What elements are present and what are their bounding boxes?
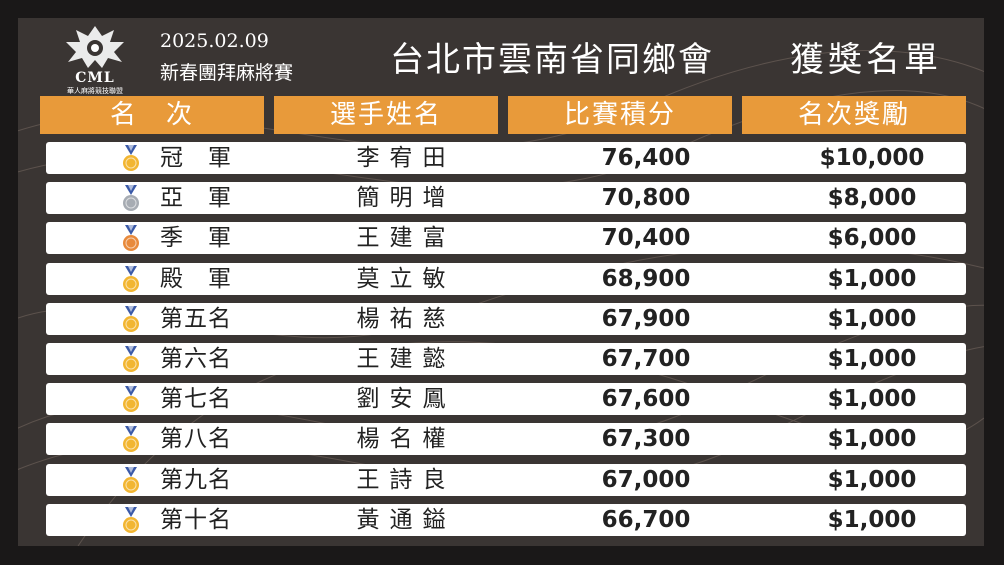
player-name-cell: 楊名權 [356, 426, 456, 453]
slide-frame: CML 華人麻將競技聯盟 2025.02.09 新春團拜麻將賽 台北市雲南省同鄉… [18, 18, 984, 546]
rank-cell: 第十名 [160, 506, 232, 533]
table-row: 殿 軍 莫立敏 68,900 $1,000 [46, 262, 966, 295]
silver-medal-icon [123, 185, 139, 212]
prize-cell: $1,000 [827, 426, 917, 453]
rank-cell: 第七名 [160, 386, 232, 413]
table-row: 第七名 劉安鳳 67,600 $1,000 [46, 383, 966, 416]
score-cell: 70,800 [601, 185, 691, 212]
table-row: 第五名 楊祐慈 67,900 $1,000 [46, 302, 966, 335]
event-name: 新春團拜麻將賽 [160, 62, 294, 84]
prize-cell: $10,000 [819, 145, 925, 171]
rank-cell: 第六名 [160, 346, 232, 372]
player-name-cell: 王建懿 [356, 346, 456, 372]
prize-cell: $1,000 [827, 386, 917, 413]
prize-cell: $6,000 [827, 225, 917, 252]
rank-cell: 季 軍 [160, 225, 232, 252]
table-row: 第九名 王詩良 67,000 $1,000 [46, 463, 966, 496]
score-cell: 67,900 [601, 305, 691, 332]
score-cell: 68,900 [601, 265, 691, 292]
score-cell: 67,600 [601, 386, 691, 413]
score-cell: 67,700 [601, 346, 691, 372]
prize-cell: $1,000 [827, 466, 917, 493]
rank-cell: 第五名 [160, 305, 232, 332]
gold-medal-icon [123, 265, 139, 292]
table-row: 亞 軍 簡明增 70,800 $8,000 [46, 182, 966, 215]
rank-cell: 第八名 [160, 426, 232, 453]
page-subtitle: 獲獎名單 [790, 40, 942, 80]
column-header-rank: 名 次 [40, 96, 264, 134]
rank-cell: 冠 軍 [160, 145, 232, 171]
gold-medal-icon [123, 305, 139, 332]
player-name-cell: 楊祐慈 [356, 305, 456, 332]
column-header-prize: 名次獎勵 [742, 96, 966, 134]
gold-medal-icon [123, 506, 139, 533]
score-cell: 66,700 [601, 506, 691, 533]
cml-logo: CML 華人麻將競技聯盟 [56, 22, 134, 96]
rank-cell: 第九名 [160, 466, 232, 493]
prize-cell: $1,000 [827, 506, 917, 533]
dragon-emblem-icon [66, 26, 124, 68]
prize-cell: $8,000 [827, 185, 917, 212]
player-name-cell: 簡明增 [356, 185, 456, 212]
score-cell: 70,400 [601, 225, 691, 252]
score-cell: 67,000 [601, 466, 691, 493]
table-row: 第六名 王建懿 67,700 $1,000 [46, 343, 966, 375]
rank-cell: 亞 軍 [160, 185, 232, 212]
logo-subtitle: 華人麻將競技聯盟 [67, 87, 123, 95]
gold-medal-icon [123, 346, 139, 372]
score-cell: 76,400 [601, 145, 691, 171]
player-name-cell: 王詩良 [356, 466, 456, 493]
gold-medal-icon [123, 386, 139, 413]
player-name-cell: 李宥田 [356, 145, 456, 171]
player-name-cell: 黃通鎰 [356, 506, 456, 533]
logo-text: CML [75, 70, 115, 86]
table-row: 季 軍 王建富 70,400 $6,000 [46, 222, 966, 255]
gold-medal-icon [123, 426, 139, 453]
column-header-name: 選手姓名 [274, 96, 498, 134]
gold-medal-icon [123, 145, 139, 171]
gold-medal-icon [123, 466, 139, 493]
table-row: 第十名 黃通鎰 66,700 $1,000 [46, 503, 966, 536]
table-row: 第八名 楊名權 67,300 $1,000 [46, 423, 966, 456]
table-row: 冠 軍 李宥田 76,400 $10,000 [46, 142, 966, 174]
page-title: 台北市雲南省同鄉會 [390, 40, 714, 80]
bronze-medal-icon [123, 225, 139, 252]
score-cell: 67,300 [601, 426, 691, 453]
player-name-cell: 莫立敏 [356, 265, 456, 292]
event-date: 2025.02.09 [160, 30, 269, 52]
column-header-score: 比賽積分 [508, 96, 732, 134]
player-name-cell: 王建富 [356, 225, 456, 252]
rank-cell: 殿 軍 [160, 265, 232, 292]
prize-cell: $1,000 [827, 346, 917, 372]
player-name-cell: 劉安鳳 [356, 386, 456, 413]
prize-cell: $1,000 [827, 305, 917, 332]
prize-cell: $1,000 [827, 265, 917, 292]
